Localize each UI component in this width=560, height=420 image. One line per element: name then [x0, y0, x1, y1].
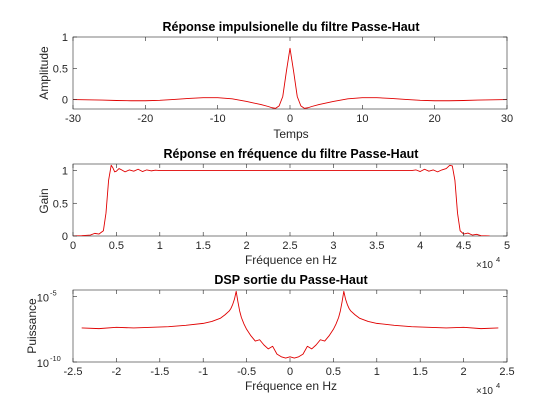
x-tick-label: 0.5: [326, 366, 341, 378]
y-tick-label: 1: [62, 166, 68, 178]
x-tick-label: 2.5: [282, 240, 297, 252]
y-tick-exponent: -10: [50, 354, 61, 363]
x-tick-label: 0: [287, 113, 293, 125]
x-tick-label: 20: [429, 113, 441, 125]
x-tick-label: 0.5: [109, 240, 124, 252]
x-axis-label: Temps: [273, 127, 308, 141]
x-multiplier-base: ×10: [476, 386, 493, 397]
frequency-response-panel: Réponse en fréquence du filtre Passe-Hau…: [37, 147, 510, 271]
x-multiplier-base: ×10: [476, 260, 493, 271]
chart-title: Réponse impulsionelle du filtre Passe-Ha…: [162, 20, 420, 34]
y-axis-label: Puissance: [25, 298, 39, 354]
series-line: [73, 47, 507, 109]
x-tick-label: 1: [374, 366, 380, 378]
x-multiplier-exponent: 4: [496, 255, 500, 264]
y-tick-label: 0.5: [53, 63, 68, 75]
x-tick-label: 1.5: [196, 240, 211, 252]
chart-title: DSP sortie du Passe-Haut: [214, 273, 368, 287]
x-tick-label: -0.5: [237, 366, 256, 378]
x-tick-label: 2.5: [499, 366, 514, 378]
y-axis-label: Amplitude: [37, 46, 51, 100]
series-line: [81, 290, 499, 359]
x-tick-label: 2: [461, 366, 467, 378]
x-tick-label: 0: [70, 240, 76, 252]
y-tick-exponent: -5: [50, 289, 57, 298]
x-axis-label: Fréquence en Hz: [245, 379, 337, 393]
y-tick-label: 10 -5: [37, 289, 57, 305]
y-tick-label: 0.5: [53, 198, 68, 210]
x-tick-label: -2.5: [64, 366, 83, 378]
x-tick-label: 5: [504, 240, 510, 252]
x-tick-label: -20: [137, 113, 153, 125]
x-multiplier-exponent: 4: [496, 381, 500, 390]
x-multiplier: ×10 4: [476, 255, 500, 271]
x-tick-label: 1.5: [413, 366, 428, 378]
impulse-response-panel: Réponse impulsionelle du filtre Passe-Ha…: [37, 20, 513, 141]
x-tick-label: 3: [330, 240, 336, 252]
plot-area: [72, 289, 508, 363]
y-tick-base: 10: [37, 293, 49, 305]
x-tick-label: 0: [287, 366, 293, 378]
x-tick-label: -1: [198, 366, 208, 378]
chart-title: Réponse en fréquence du filtre Passe-Hau…: [164, 147, 420, 161]
series-line: [73, 164, 490, 236]
y-tick-label: 1: [62, 32, 68, 44]
x-tick-label: -30: [65, 113, 81, 125]
x-tick-label: 4: [417, 240, 423, 252]
x-tick-label: -10: [210, 113, 226, 125]
y-tick-base: 10: [37, 358, 49, 370]
x-tick-label: 4.5: [456, 240, 471, 252]
y-tick-label: 0: [62, 231, 68, 243]
x-axis-label: Fréquence en Hz: [245, 253, 337, 267]
x-tick-label: 10: [356, 113, 368, 125]
x-tick-label: 1: [157, 240, 163, 252]
x-tick-label: 30: [501, 113, 513, 125]
y-tick-label: 0: [62, 95, 68, 107]
x-tick-label: -1.5: [150, 366, 169, 378]
y-tick-label: 10 -10: [37, 354, 61, 370]
psd-output-panel: DSP sortie du Passe-Haut Fréquence en Hz…: [25, 273, 515, 397]
x-tick-label: -2: [112, 366, 122, 378]
y-axis-label: Gain: [37, 188, 51, 213]
plot-area: [72, 163, 508, 237]
plot-area: [72, 36, 508, 110]
x-multiplier: ×10 4: [476, 381, 500, 397]
x-tick-label: 3.5: [369, 240, 384, 252]
x-tick-label: 2: [244, 240, 250, 252]
